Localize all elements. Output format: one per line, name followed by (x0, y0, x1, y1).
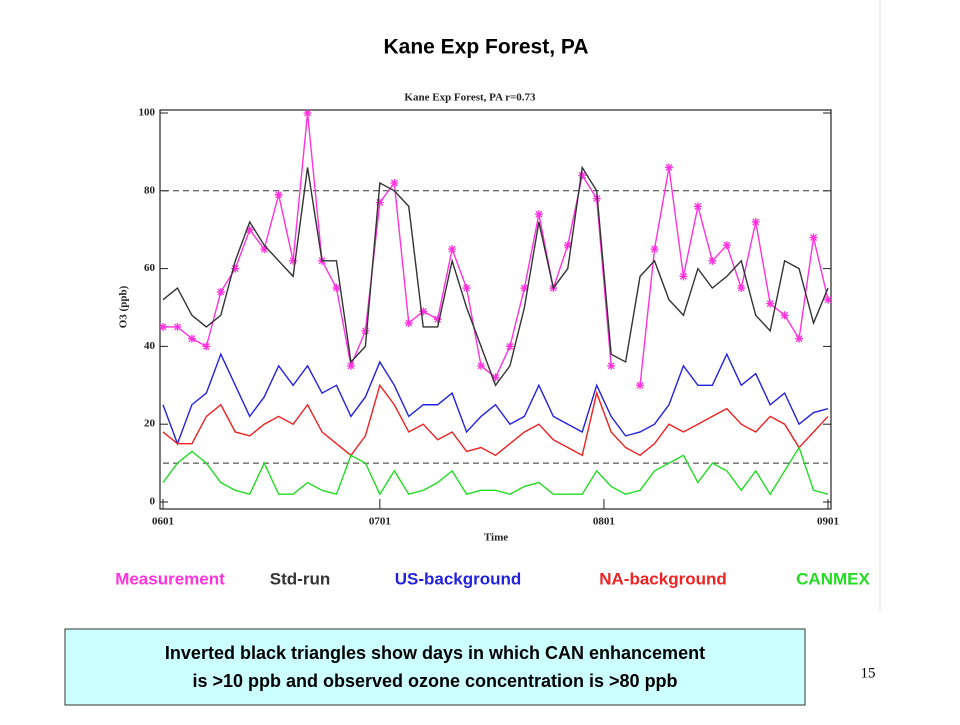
y-tick-label: 100 (139, 107, 156, 119)
note-line: is >10 ppb and observed ozone concentrat… (192, 671, 677, 691)
x-tick-label: 0601 (152, 516, 174, 528)
note-box (64, 628, 806, 706)
legend-entry: US-background (395, 569, 522, 588)
data-point (679, 272, 688, 281)
legend: Measurement Std-run US-background NA-backgr… (115, 569, 870, 588)
y-tick-label: 20 (144, 418, 156, 430)
y-tick-label: 80 (144, 184, 156, 196)
data-point (780, 311, 789, 320)
x-tick-label: 0801 (593, 516, 615, 528)
data-point (477, 361, 486, 370)
data-point (578, 171, 587, 180)
data-point (636, 381, 645, 390)
data-point (534, 210, 543, 219)
data-point (824, 295, 832, 304)
data-point (404, 319, 413, 328)
data-point (462, 284, 471, 293)
data-point (607, 361, 616, 370)
plot-frame (159, 109, 832, 510)
data-point (332, 284, 341, 293)
data-point (433, 315, 442, 324)
data-point (375, 198, 384, 207)
data-point (448, 245, 457, 254)
data-point (274, 190, 283, 199)
data-point (346, 361, 355, 370)
data-point (766, 299, 775, 308)
data-point (795, 334, 804, 343)
data-point (202, 342, 211, 351)
data-point (187, 334, 196, 343)
y-tick-label: 0 (150, 496, 156, 508)
series-line (162, 352, 829, 446)
data-point (245, 225, 254, 234)
data-point (708, 256, 717, 265)
data-point (303, 109, 312, 117)
data-point (216, 287, 225, 296)
series-line (162, 165, 829, 387)
y-tick-label: 60 (144, 262, 156, 274)
data-point (159, 322, 167, 331)
y-tick-label: 40 (144, 340, 156, 352)
data-point (563, 241, 572, 250)
data-point (260, 245, 269, 254)
data-point (173, 322, 182, 331)
data-point (419, 307, 428, 316)
x-axis-label: Time (484, 532, 508, 544)
legend-entry: CANMEX (796, 569, 870, 588)
legend-entry: NA-background (599, 569, 727, 588)
data-point (809, 233, 818, 242)
data-point (737, 284, 746, 293)
series-line (162, 383, 829, 457)
data-point (491, 373, 500, 382)
note-line: Inverted black triangles show days in wh… (165, 643, 705, 663)
series-line (162, 445, 829, 496)
data-point (751, 217, 760, 226)
legend-entry: Measurement (115, 569, 225, 588)
x-tick-label: 0701 (369, 516, 391, 528)
data-point (361, 326, 370, 335)
x-tick-label: 0901 (817, 516, 839, 528)
data-point (520, 284, 529, 293)
data-point (231, 264, 240, 273)
data-point (650, 245, 659, 254)
chart-title: Kane Exp Forest, PA r=0.73 (404, 92, 536, 104)
legend-entry: Std-run (270, 569, 330, 588)
data-point (722, 241, 731, 250)
page-number: 15 (861, 665, 876, 681)
slide-title: Kane Exp Forest, PA (384, 36, 589, 59)
series-line (163, 112, 829, 386)
data-point (390, 179, 399, 188)
data-point (693, 202, 702, 211)
data-point (664, 163, 673, 172)
data-point (505, 342, 514, 351)
data-point (289, 256, 298, 265)
y-axis-label: O3 (ppb) (118, 285, 130, 328)
